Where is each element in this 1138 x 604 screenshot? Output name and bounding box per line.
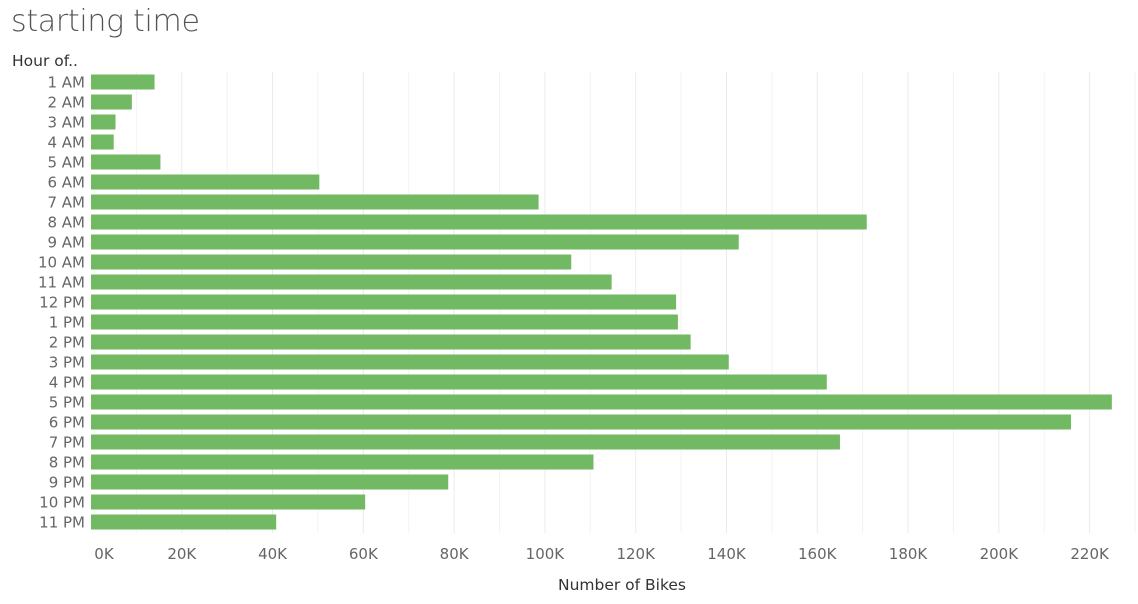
x-tick-label: 220K [1070, 545, 1110, 563]
bar-9-am [91, 234, 739, 250]
x-tick-label: 120K [616, 545, 656, 563]
category-label: 4 AM [47, 134, 85, 152]
row-header: Hour of.. [12, 52, 78, 70]
category-label: 1 PM [49, 314, 85, 332]
category-label: 11 PM [39, 514, 85, 532]
bar-3-pm [91, 354, 729, 370]
bar-8-pm [91, 454, 594, 470]
bar-7-am [91, 194, 539, 210]
x-tick-label: 100K [526, 545, 566, 563]
x-tick-label: 160K [798, 545, 838, 563]
category-label: 5 AM [47, 154, 85, 172]
bar-6-pm [91, 414, 1071, 430]
category-label: 8 PM [49, 454, 85, 472]
bar-5-pm [91, 394, 1112, 410]
bar-3-am [91, 114, 116, 130]
category-label: 5 PM [49, 394, 85, 412]
bar-7-pm [91, 434, 840, 450]
category-label: 3 PM [49, 354, 85, 372]
category-label: 9 AM [47, 234, 85, 252]
category-label: 4 PM [49, 374, 85, 392]
category-label: 12 PM [39, 294, 85, 312]
category-label: 11 AM [38, 274, 85, 292]
x-tick-label: 60K [349, 545, 379, 563]
bar-1-pm [91, 314, 678, 330]
bar-6-am [91, 174, 320, 190]
x-tick-label: 20K [167, 545, 197, 563]
bar-12-pm [91, 294, 677, 310]
x-tick-label: 180K [889, 545, 929, 563]
bar-11-am [91, 274, 612, 290]
category-label: 6 PM [49, 414, 85, 432]
category-label: 10 PM [39, 494, 85, 512]
bar-2-pm [91, 334, 691, 350]
bar-10-pm [91, 494, 366, 510]
x-tick-label: 40K [258, 545, 288, 563]
bar-8-am [91, 214, 867, 230]
category-label: 7 AM [47, 194, 85, 212]
x-tick-label: 140K [707, 545, 747, 563]
bar-10-am [91, 254, 572, 270]
category-label: 2 PM [49, 334, 85, 352]
chart-title: starting time [11, 4, 200, 39]
x-axis-title: Number of Bikes [558, 576, 686, 594]
category-label: 2 AM [47, 94, 85, 112]
category-label: 9 PM [49, 474, 85, 492]
x-tick-label: 0K [94, 545, 115, 563]
category-label: 10 AM [38, 254, 85, 272]
bars [91, 74, 1112, 530]
bar-1-am [91, 74, 155, 90]
x-tick-label: 200K [980, 545, 1020, 563]
x-tick-label: 80K [440, 545, 470, 563]
category-label: 8 AM [47, 214, 85, 232]
bar-11-pm [91, 514, 277, 530]
category-labels: 1 AM 2 AM 3 AM 4 AM 5 AM 6 AM 7 AM 8 AM 9 AM 10 A… [38, 74, 85, 532]
bar-5-am [91, 154, 161, 170]
category-label: 3 AM [47, 114, 85, 132]
category-label: 6 AM [47, 174, 85, 192]
category-label: 1 AM [47, 74, 85, 92]
bar-4-pm [91, 374, 827, 390]
bar-9-pm [91, 474, 449, 490]
category-label: 7 PM [49, 434, 85, 452]
bar-4-am [91, 134, 114, 150]
bar-2-am [91, 94, 132, 110]
x-axis-ticks: 0K 20K 40K 60K 80K 100K 120K 140K 160K 180K 200K 22… [94, 545, 1110, 563]
